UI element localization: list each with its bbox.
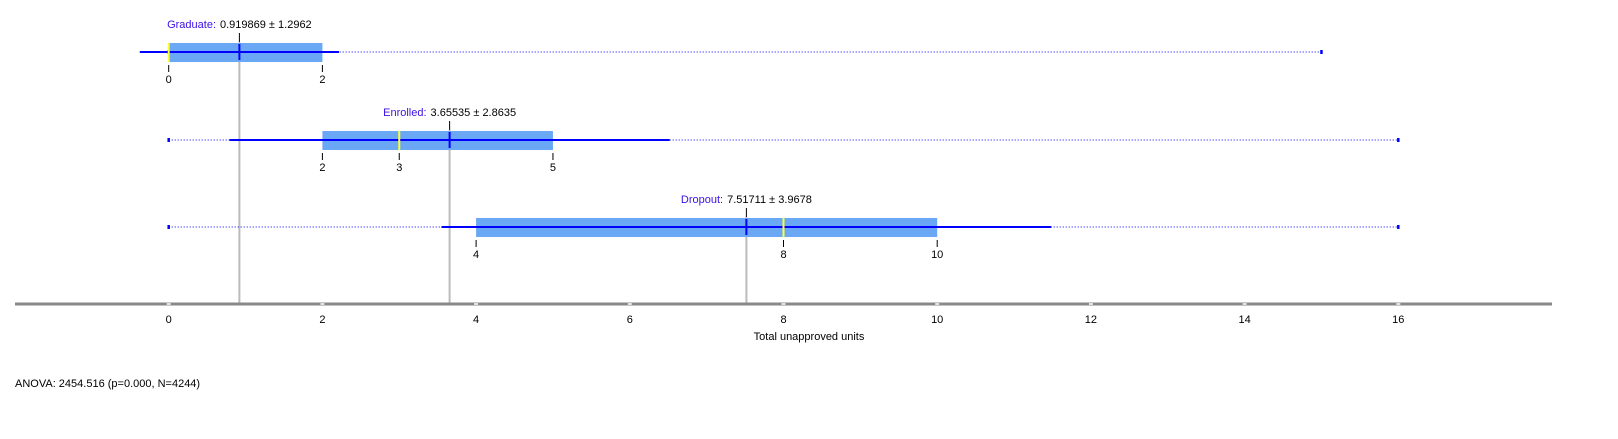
series-name: Enrolled: [383, 107, 426, 119]
x-tick-label: 14 [1238, 314, 1250, 326]
x-tick-label: 2 [319, 314, 325, 326]
series-stats: 0.919869 ± 1.2962 [220, 19, 312, 31]
x-tick-label: 0 [166, 314, 172, 326]
quartile-label: 2 [319, 74, 325, 86]
quartile-label: 4 [473, 249, 479, 261]
series-name: Graduate: [167, 19, 216, 31]
x-tick-label: 16 [1392, 314, 1404, 326]
quartile-label: 8 [780, 249, 786, 261]
x-tick-label: 12 [1085, 314, 1097, 326]
x-tick-label: 6 [627, 314, 633, 326]
series-label: Enrolled: 3.65535 ± 2.8635 [383, 107, 516, 119]
series-name: Dropout: [681, 194, 723, 206]
quartile-label: 10 [931, 249, 943, 261]
quartile-label: 0 [166, 74, 172, 86]
series-stats: 3.65535 ± 2.8635 [431, 107, 517, 119]
anova-annotation: ANOVA: 2454.516 (p=0.000, N=4244) [15, 378, 200, 390]
x-tick-label: 4 [473, 314, 479, 326]
x-tick-label: 10 [931, 314, 943, 326]
series-label: Dropout: 7.51711 ± 3.9678 [681, 194, 812, 206]
x-axis-label: Total unapproved units [754, 331, 865, 343]
series-label: Graduate: 0.919869 ± 1.2962 [167, 19, 312, 31]
quartile-label: 2 [319, 162, 325, 174]
x-tick-label: 8 [780, 314, 786, 326]
quartile-label: 3 [396, 162, 402, 174]
series-stats: 7.51711 ± 3.9678 [727, 194, 812, 206]
quartile-label: 5 [550, 162, 556, 174]
